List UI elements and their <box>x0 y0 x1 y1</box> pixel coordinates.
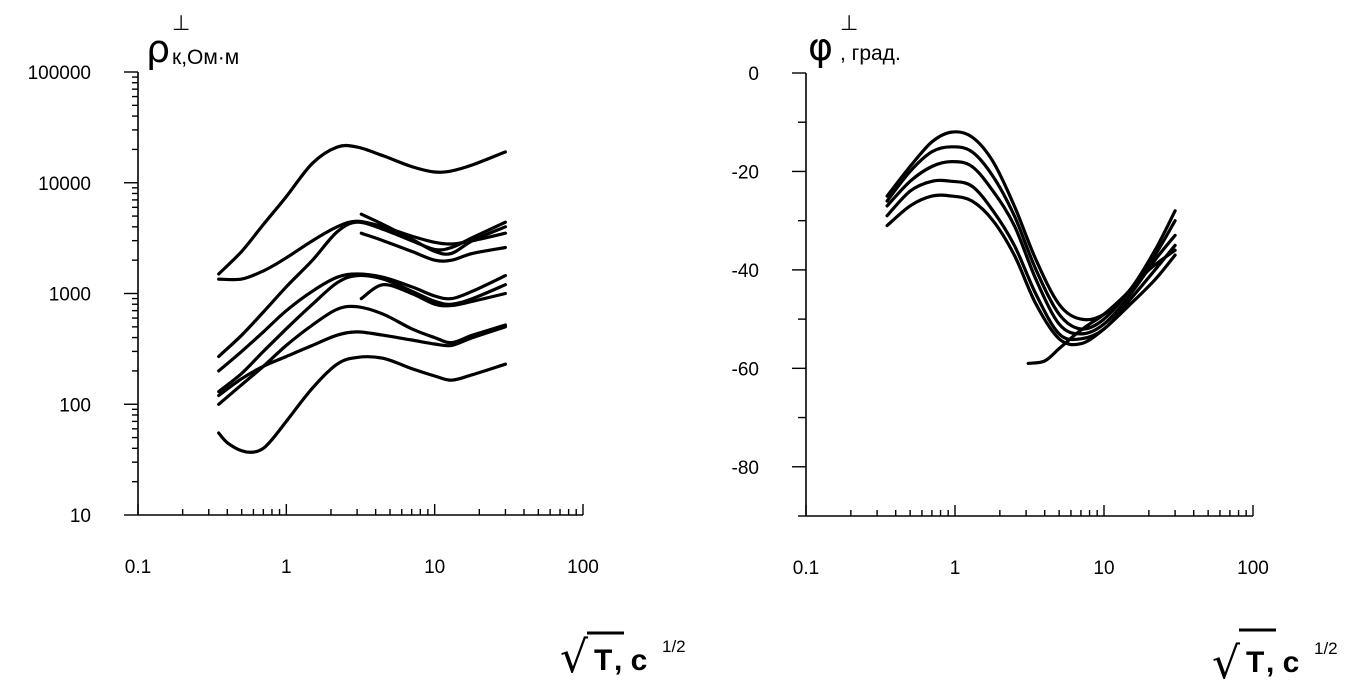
y-tick-label: 10 <box>70 506 91 527</box>
resistivity-curve-4 <box>359 212 507 256</box>
phase-curves <box>885 130 1177 365</box>
x-tick-label: 10 <box>1093 558 1114 579</box>
y-tick-label: 100000 <box>28 63 91 84</box>
resistivity-curve-5 <box>359 231 507 263</box>
x-tick-label: 1 <box>950 558 961 579</box>
phase-x-axis-superscript: 1/2 <box>1314 639 1338 658</box>
resistivity-curve-11 <box>217 355 507 454</box>
phase-curve-3 <box>885 160 1177 336</box>
x-tick-label: 10 <box>424 557 445 578</box>
sqrt-sign: √ <box>1212 638 1241 680</box>
phase-chart: 0 -20 -40 -60 -80 0.1 1 10 100 φ ⊥ , град. √ T … <box>732 12 1338 680</box>
sqrt-sign: √ <box>560 632 589 680</box>
phase-x-axis-label: √ T , с 1/2 <box>1212 628 1338 680</box>
phase-axis-superscript: ⊥ <box>840 12 858 35</box>
resistivity-curves <box>217 143 507 454</box>
resistivity-axes <box>124 71 584 516</box>
phase-x-tick-labels: 0.1 1 10 100 <box>793 558 1269 579</box>
y-tick-label: -20 <box>732 162 759 183</box>
resistivity-chart: 10 100 1000 10000 100000 0.1 1 10 100 ρ ⊥ к,Ом·… <box>28 12 686 680</box>
phase-x-axis-suffix: , с <box>1266 646 1299 679</box>
y-tick-label: -40 <box>732 261 759 282</box>
phase-curve-5 <box>885 193 1177 347</box>
phase-axis-unit: , град. <box>840 42 901 65</box>
phase-curve-6 <box>1026 248 1177 365</box>
resistivity-x-tick-labels: 0.1 1 10 100 <box>125 557 599 578</box>
x-tick-label: 100 <box>567 557 599 578</box>
y-tick-label: 100 <box>59 395 91 416</box>
resistivity-curve-3 <box>217 220 507 359</box>
resistivity-curve-10 <box>217 325 507 398</box>
x-tick-label: 0.1 <box>125 557 151 578</box>
resistivity-axis-symbol: ρ <box>146 27 170 71</box>
phase-y-tick-labels: 0 -20 -40 -60 -80 <box>732 64 759 479</box>
x-tick-label: 100 <box>1237 558 1269 579</box>
y-tick-label: 1000 <box>49 285 91 306</box>
resistivity-axis-superscript: ⊥ <box>172 12 190 35</box>
phase-axes <box>792 72 1254 517</box>
resistivity-x-axis-suffix: , с <box>614 644 647 677</box>
resistivity-y-tick-labels: 10 100 1000 10000 100000 <box>28 63 91 527</box>
resistivity-curve-2 <box>217 219 507 282</box>
x-tick-label: 1 <box>281 557 292 578</box>
y-tick-label: -60 <box>732 359 759 380</box>
resistivity-x-axis-main: T <box>594 644 612 677</box>
phase-axis-symbol: φ <box>808 25 833 69</box>
resistivity-axis-unit: к,Ом·м <box>172 46 239 69</box>
phase-curve-4 <box>885 178 1177 342</box>
phase-x-axis-main: T <box>1246 646 1264 679</box>
resistivity-x-axis-label: √ T , с 1/2 <box>560 631 686 680</box>
resistivity-curve-1 <box>217 143 507 276</box>
resistivity-x-axis-superscript: 1/2 <box>662 637 686 656</box>
x-tick-label: 0.1 <box>793 558 819 579</box>
resistivity-curve-8 <box>359 283 507 308</box>
y-tick-label: 0 <box>748 64 759 85</box>
y-tick-label: -80 <box>732 458 759 479</box>
y-tick-label: 10000 <box>38 174 91 195</box>
